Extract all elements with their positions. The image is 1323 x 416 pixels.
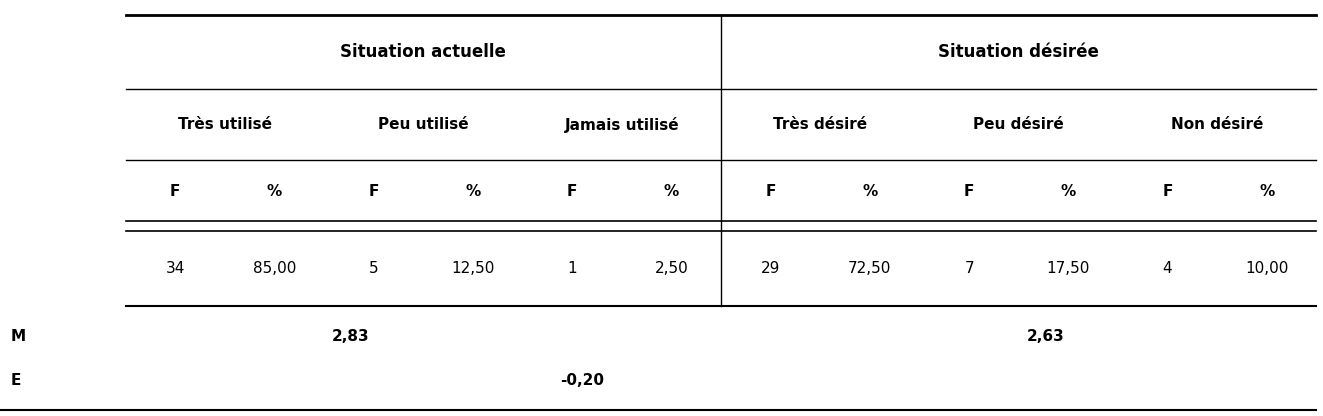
Text: 85,00: 85,00 — [253, 261, 296, 276]
Text: 4: 4 — [1163, 261, 1172, 276]
Text: 2,83: 2,83 — [332, 329, 369, 344]
Text: Peu utilisé: Peu utilisé — [378, 117, 468, 132]
Text: Peu désiré: Peu désiré — [974, 117, 1064, 132]
Text: %: % — [1061, 184, 1076, 199]
Text: F: F — [171, 184, 180, 199]
Text: 17,50: 17,50 — [1046, 261, 1090, 276]
Text: 12,50: 12,50 — [451, 261, 495, 276]
Text: 29: 29 — [761, 261, 781, 276]
Text: Situation désirée: Situation désirée — [938, 43, 1099, 61]
Text: M: M — [11, 329, 25, 344]
Text: F: F — [1163, 184, 1172, 199]
Text: Très désiré: Très désiré — [773, 117, 868, 132]
Text: 7: 7 — [964, 261, 974, 276]
Text: 1: 1 — [568, 261, 577, 276]
Text: %: % — [664, 184, 679, 199]
Text: %: % — [863, 184, 877, 199]
Text: 2,50: 2,50 — [655, 261, 688, 276]
Text: 5: 5 — [369, 261, 378, 276]
Text: Très utilisé: Très utilisé — [177, 117, 273, 132]
Text: 10,00: 10,00 — [1245, 261, 1289, 276]
Text: Non désiré: Non désiré — [1171, 117, 1263, 132]
Text: 72,50: 72,50 — [848, 261, 892, 276]
Text: %: % — [1259, 184, 1274, 199]
Text: F: F — [766, 184, 775, 199]
Text: F: F — [568, 184, 577, 199]
Text: -0,20: -0,20 — [560, 373, 605, 388]
Text: Situation actuelle: Situation actuelle — [340, 43, 507, 61]
Text: %: % — [466, 184, 480, 199]
Text: F: F — [964, 184, 974, 199]
Text: %: % — [267, 184, 282, 199]
Text: F: F — [369, 184, 378, 199]
Text: Jamais utilisé: Jamais utilisé — [565, 117, 679, 133]
Text: E: E — [11, 373, 21, 388]
Text: 34: 34 — [165, 261, 185, 276]
Text: 2,63: 2,63 — [1027, 329, 1064, 344]
